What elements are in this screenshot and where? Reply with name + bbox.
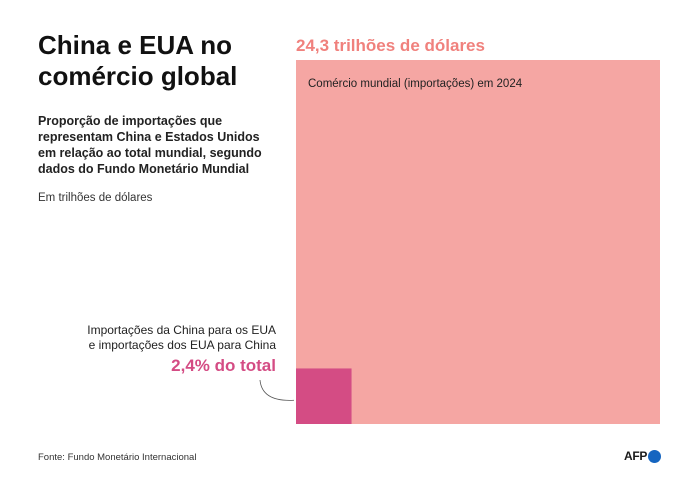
world-trade-square — [296, 60, 660, 424]
subtitle-line-4: dados do Fundo Monetário Mundial — [38, 162, 250, 176]
subtitle: Proporção de importações que representam… — [38, 113, 278, 177]
units-note: Em trilhões de dólares — [38, 192, 153, 204]
subtitle-line-2: representam China e Estados Unidos — [38, 130, 260, 144]
share-value-label: 2,4% do total — [171, 356, 276, 375]
page-title: China e EUA no comércio global — [38, 30, 278, 92]
china-usa-label-line-2: e importações dos EUA para China — [89, 338, 277, 352]
china-usa-label-line-1: Importações da China para os EUA — [87, 323, 276, 337]
subtitle-line-3: em relação ao total mundial, segundo — [38, 146, 262, 160]
afp-logo-dot-icon — [648, 449, 662, 463]
leader-line — [259, 379, 295, 401]
china-usa-square — [296, 368, 352, 424]
title-line-1: China e EUA no — [38, 30, 233, 60]
world-trade-label: Comércio mundial (importações) em 2024 — [308, 78, 523, 90]
source-note: Fonte: Fundo Monetário Internacional — [38, 452, 197, 463]
title-line-2: comércio global — [38, 61, 238, 91]
subtitle-line-1: Proporção de importações que — [38, 114, 223, 128]
afp-logo: AFP — [624, 449, 662, 463]
total-value-label: 24,3 trilhões de dólares — [296, 36, 485, 55]
afp-logo-text: AFP — [624, 449, 648, 463]
